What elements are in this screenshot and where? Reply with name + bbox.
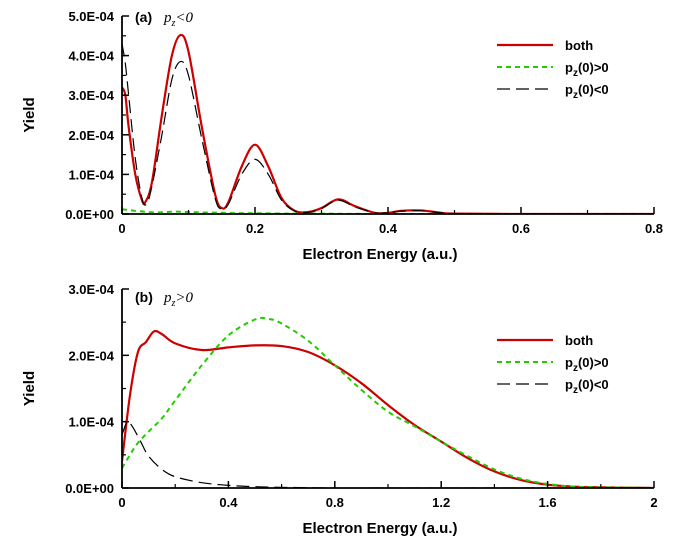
- legend-label: pz(0)>0: [565, 60, 609, 79]
- series-line-pz0-positive: [122, 208, 654, 214]
- y-tick-label: 1.0E-04: [68, 167, 114, 182]
- legend-label: both: [565, 333, 593, 348]
- x-tick-label: 0.4: [219, 495, 238, 510]
- y-tick-label: 2.0E-04: [68, 348, 114, 363]
- panel-condition: pz>0: [163, 290, 194, 309]
- x-tick-label: 2: [650, 495, 657, 510]
- y-tick-label: 3.0E-04: [68, 282, 114, 297]
- legend: both pz(0)>0 pz(0)<0: [497, 38, 609, 101]
- x-axis-title: Electron Energy (a.u.): [302, 520, 457, 537]
- x-tick-label: 0: [118, 495, 125, 510]
- series-line-both: [122, 33, 654, 214]
- x-axis-title: Electron Energy (a.u.): [302, 246, 457, 263]
- x-tick-label: 0.2: [246, 221, 264, 236]
- series-line-pz0-negative: [122, 43, 654, 214]
- panel-condition: pz<0: [163, 10, 194, 29]
- y-tick-label: 4.0E-04: [68, 49, 114, 64]
- y-axis-title: Yield: [21, 97, 38, 132]
- y-axis-title: Yield: [21, 371, 38, 406]
- x-tick-label: 0.4: [379, 221, 398, 236]
- legend-label: both: [565, 38, 593, 53]
- y-tick-label: 3.0E-04: [68, 88, 114, 103]
- series-line-both: [122, 329, 654, 488]
- legend-label: pz(0)>0: [565, 355, 609, 374]
- x-tick-label: 0.8: [326, 495, 344, 510]
- y-tick-label: 5.0E-04: [68, 9, 114, 24]
- series-line-pz0-negative: [122, 420, 654, 488]
- y-tick-label: 1.0E-04: [68, 415, 114, 430]
- legend: both pz(0)>0 pz(0)<0: [497, 333, 609, 396]
- chart-panel-a: 0 0.2 0.4 0.6 0.8 0.0E+00 1.0E-04 2.0E-04 3.0E-0…: [21, 9, 663, 263]
- legend-label: pz(0)<0: [565, 377, 609, 396]
- y-tick-label: 0.0E+00: [65, 481, 114, 496]
- panel-tag: (a): [135, 9, 152, 25]
- chart-panel-b: 0 0.4 0.8 1.2 1.6 2 0.0E+00 1.0E-04 2.0E-04 3.0E-…: [21, 282, 658, 537]
- x-tick-label: 0.6: [512, 221, 530, 236]
- y-tick-label: 2.0E-04: [68, 128, 114, 143]
- legend-label: pz(0)<0: [565, 82, 609, 101]
- y-tick-label: 0.0E+00: [65, 207, 114, 222]
- x-tick-label: 1.6: [539, 495, 557, 510]
- x-tick-label: 1.2: [432, 495, 450, 510]
- x-tick-label: 0: [118, 221, 125, 236]
- panel-tag: (b): [135, 289, 153, 305]
- x-tick-label: 0.8: [645, 221, 663, 236]
